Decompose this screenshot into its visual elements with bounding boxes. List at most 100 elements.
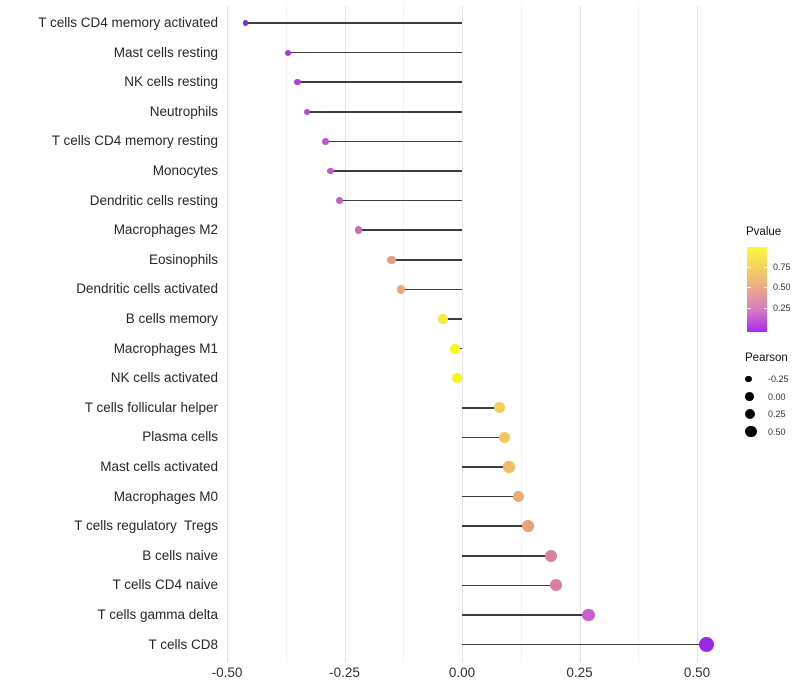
lollipop-dot [698, 636, 715, 653]
lollipop-dot [582, 608, 596, 622]
lollipop-dot [322, 137, 330, 145]
gridline-major [697, 6, 698, 662]
lollipop-dot [494, 402, 506, 414]
x-tick-label: 0.25 [566, 665, 593, 680]
lollipop-stem [462, 466, 509, 468]
lollipop-stem [306, 111, 462, 113]
y-axis-label: NK cells activated [110, 370, 218, 386]
y-axis-label: T cells CD4 memory resting [51, 133, 218, 149]
pvalue-gradient-bar [747, 247, 767, 332]
y-axis-label: Neutrophils [149, 103, 218, 119]
gridline-major [344, 6, 346, 662]
lollipop-dot [450, 343, 460, 354]
lollipop-stem [339, 199, 462, 202]
x-tick-label: -0.25 [329, 665, 360, 680]
lollipop-dot [387, 255, 396, 264]
lollipop-dot [285, 49, 292, 56]
lollipop-stem [462, 525, 528, 527]
pearson-size-dot [745, 425, 757, 438]
y-axis-label: Macrophages M1 [113, 340, 218, 356]
lollipop-stem [462, 436, 505, 439]
lollipop-stem [462, 614, 589, 616]
lollipop-stem [400, 288, 462, 291]
gridline-major [579, 6, 581, 662]
lollipop-dot [336, 197, 344, 205]
y-axis-label: Macrophages M2 [113, 222, 218, 238]
pvalue-legend: Pvalue 0.75 0.50 0.25 [746, 226, 800, 332]
gridline-major [462, 6, 463, 662]
pvalue-tick-mark [747, 287, 751, 289]
pvalue-tick-label: 0.75 [773, 262, 791, 272]
lollipop-dot [438, 314, 448, 324]
lollipop-dot [452, 373, 463, 384]
lollipop-dot [512, 490, 525, 503]
y-axis-label: Mast cells resting [113, 44, 218, 60]
lollipop-stem [462, 643, 707, 646]
lollipop-dot [396, 285, 406, 294]
y-axis-label: T cells CD4 naive [112, 577, 218, 593]
lollipop-stem [462, 407, 500, 409]
pearson-legend-title: Pearson [745, 352, 788, 364]
gridline-major [227, 6, 228, 662]
gridline-minor [638, 6, 640, 662]
lollipop-stem [245, 22, 462, 24]
y-axis-label: Dendritic cells activated [76, 281, 218, 297]
x-tick-label: 0.00 [448, 665, 476, 680]
y-axis-label: Macrophages M0 [113, 488, 218, 504]
lollipop-dot [549, 579, 563, 592]
gridline-minor [520, 6, 522, 662]
lollipop-dot [503, 461, 515, 473]
lollipop-stem [358, 229, 462, 231]
pearson-size-label: 0.00 [768, 391, 786, 402]
y-axis-label: Eosinophils [148, 251, 218, 267]
pearson-size-label: -0.25 [768, 374, 789, 384]
y-axis-label: B cells naive [142, 547, 218, 563]
y-axis-label: T cells CD4 memory activated [38, 15, 218, 30]
y-axis-label: T cells CD8 [148, 636, 218, 652]
lollipop-dot [243, 20, 249, 26]
pvalue-tick-label: 0.50 [773, 282, 791, 292]
lollipop-stem [297, 81, 462, 83]
pearson-size-label: 0.25 [768, 409, 786, 419]
pvalue-tick-mark [747, 267, 751, 269]
pearson-size-dot [745, 408, 756, 420]
lollipop-dot [522, 520, 534, 532]
pvalue-tick-mark [763, 287, 767, 289]
pvalue-tick-mark [747, 308, 751, 310]
pearson-size-label: 0.50 [768, 426, 786, 437]
y-axis-label: Monocytes [152, 163, 218, 178]
lollipop-dot [326, 167, 334, 175]
y-axis-label: T cells regulatory Tregs [74, 518, 218, 534]
lollipop-stem [462, 584, 556, 587]
lollipop-dot [498, 431, 510, 443]
y-axis-label: Plasma cells [142, 429, 218, 445]
pvalue-legend-title: Pvalue [746, 226, 782, 238]
lollipop-stem [325, 140, 462, 143]
x-tick-label: 0.50 [683, 665, 711, 680]
lollipop-stem [391, 259, 462, 261]
lollipop-dot [545, 549, 558, 562]
y-axis-label: NK cells resting [124, 74, 218, 90]
pearson-size-dot [745, 392, 754, 401]
lollipop-stem [443, 318, 462, 320]
lollipop-stem [288, 51, 462, 54]
y-axis-label: Dendritic cells resting [89, 192, 218, 208]
y-axis-label: Mast cells activated [100, 459, 218, 474]
y-axis-label: B cells memory [125, 311, 218, 326]
pvalue-tick-mark [763, 308, 767, 310]
pearson-legend: Pearson -0.25 0.00 0.25 0.50 [745, 352, 800, 438]
pearson-size-dot [745, 375, 752, 383]
gridline-minor [403, 6, 405, 662]
y-axis-label: T cells gamma delta [97, 607, 218, 622]
pvalue-tick-mark [763, 267, 767, 269]
lollipop-dot [354, 226, 363, 234]
pvalue-tick-label: 0.25 [773, 303, 791, 313]
lollipop-stem [330, 170, 462, 172]
lollipop-dot [303, 108, 311, 115]
x-tick-label: -0.50 [211, 665, 243, 680]
gridline-minor [285, 6, 287, 662]
y-axis-label: T cells follicular helper [84, 399, 218, 415]
lollipop-stem [462, 555, 552, 557]
lollipop-stem [462, 495, 519, 498]
